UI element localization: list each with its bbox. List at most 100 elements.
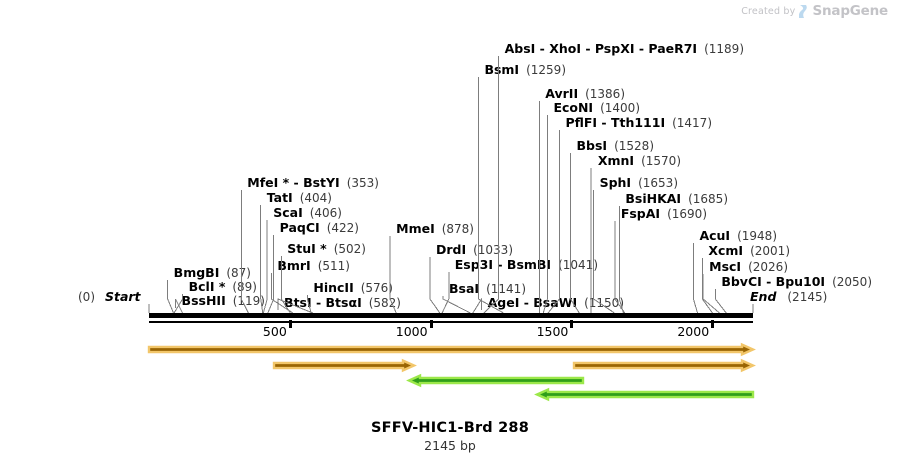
restriction-site-label[interactable]: AgeI - BsaWI (1150) [488, 295, 624, 310]
enzyme-name: XmnI [597, 153, 635, 168]
enzyme-position: (1400) [600, 101, 640, 115]
enzyme-name: BmgBI [173, 265, 220, 280]
enzyme-name: BbsI [576, 138, 608, 153]
enzyme-name: Esp3I - BsmBI [454, 257, 552, 272]
watermark-created-by: Created by [741, 5, 796, 17]
enzyme-position: (1948) [737, 229, 777, 243]
enzyme-name: AcuI [699, 228, 731, 243]
enzyme-name: BsmI [484, 62, 520, 77]
start-position: (0) [78, 290, 95, 304]
enzyme-name: BclI * [188, 279, 226, 294]
sequence-backbone [149, 313, 753, 318]
snapgene-watermark: Created by SnapGene [741, 3, 888, 19]
restriction-site-label[interactable]: BbvCI - Bpu10I (2050) [721, 274, 872, 289]
enzyme-position: (1653) [638, 176, 678, 190]
enzyme-position: (511) [317, 259, 350, 273]
enzyme-position: (1033) [473, 243, 513, 257]
restriction-site-label[interactable]: EcoNI (1400) [553, 100, 640, 115]
feature-arrow[interactable] [572, 358, 756, 373]
restriction-site-label[interactable]: BsaI (1141) [449, 281, 526, 296]
restriction-site-label[interactable]: AvrII (1386) [545, 86, 625, 101]
enzyme-name: FspAI [620, 206, 661, 221]
restriction-site-label[interactable]: MfeI * - BstYI (353) [247, 175, 379, 190]
ruler-tick-label: 2000 [677, 324, 710, 339]
enzyme-name: SphI [599, 175, 632, 190]
restriction-site-label[interactable]: TatI (404) [267, 190, 332, 205]
restriction-site-label[interactable]: PflFI - Tth111I (1417) [565, 115, 712, 130]
ruler-tick [288, 320, 292, 328]
enzyme-position: (2001) [750, 244, 790, 258]
feature-arrow[interactable] [534, 387, 755, 402]
enzyme-name: EcoNI [553, 100, 594, 115]
enzyme-position: (1189) [704, 42, 744, 56]
feature-arrow[interactable] [147, 342, 756, 357]
ruler-tick [570, 320, 574, 328]
start-label: (0) Start [78, 289, 141, 304]
restriction-site-label[interactable]: BbsI (1528) [577, 138, 654, 153]
ruler-tick-label: 1500 [536, 324, 569, 339]
feature-arrow[interactable] [406, 373, 585, 388]
restriction-site-label[interactable]: BclI * (89) [189, 279, 257, 294]
feature-arrow-shape [147, 342, 756, 357]
map-caption: SFFV-HIC1-Brd 288 2145 bp [0, 420, 900, 453]
enzyme-position: (1570) [641, 154, 681, 168]
enzyme-position: (2050) [832, 275, 872, 289]
site-leader-line [429, 257, 441, 314]
enzyme-name: BsaI [449, 281, 480, 296]
restriction-site-label[interactable]: FspAI (1690) [621, 206, 707, 221]
restriction-site-label[interactable]: MscI (2026) [709, 259, 788, 274]
end-label: End (2145) [750, 289, 827, 304]
restriction-site-label[interactable]: Esp3I - BsmBI (1041) [455, 257, 598, 272]
watermark-brand: SnapGene [812, 3, 888, 19]
enzyme-position: (406) [309, 206, 342, 220]
site-leader-line [570, 153, 580, 314]
restriction-site-label[interactable]: BsiHKAI (1685) [625, 191, 728, 206]
restriction-site-label[interactable]: PaqCI (422) [280, 220, 359, 235]
enzyme-position: (422) [326, 221, 359, 235]
end-text: End [750, 289, 777, 304]
enzyme-position: (89) [232, 280, 257, 294]
enzyme-name: ScaI [273, 205, 303, 220]
site-leader-line [714, 289, 727, 314]
restriction-site-label[interactable]: AcuI (1948) [699, 228, 777, 243]
restriction-site-label[interactable]: HincII (576) [313, 280, 393, 295]
restriction-site-label[interactable]: BtsI - BtsαI (582) [284, 295, 401, 310]
site-leader-line [441, 272, 450, 314]
restriction-site-label[interactable]: BsmI (1259) [484, 62, 566, 77]
enzyme-name: StuI * [287, 241, 327, 256]
site-leader-line [542, 115, 548, 314]
ruler-tick-label: 500 [262, 324, 287, 339]
enzyme-position: (1259) [526, 63, 566, 77]
restriction-site-label[interactable]: StuI * (502) [287, 241, 366, 256]
enzyme-position: (576) [360, 281, 393, 295]
enzyme-position: (502) [333, 242, 366, 256]
restriction-site-label[interactable]: XcmI (2001) [708, 243, 790, 258]
enzyme-position: (1690) [667, 207, 707, 221]
map-title: SFFV-HIC1-Brd 288 [370, 420, 529, 436]
restriction-site-label[interactable]: BmrI (511) [277, 258, 350, 273]
restriction-site-label[interactable]: ScaI (406) [273, 205, 342, 220]
enzyme-name: MscI [709, 259, 742, 274]
feature-arrow[interactable] [272, 358, 417, 373]
restriction-site-label[interactable]: AbsI - XhoI - PspXI - PaeR7I (1189) [505, 41, 744, 56]
ruler-tick-label: 1000 [395, 324, 428, 339]
enzyme-position: (1417) [672, 116, 712, 130]
enzyme-position: (1685) [688, 192, 728, 206]
enzyme-position: (2026) [748, 260, 788, 274]
restriction-site-label[interactable]: BssHII (119) [182, 293, 265, 308]
enzyme-name: HincII [313, 280, 354, 295]
enzyme-name: DrdI [435, 242, 467, 257]
ruler-tick [711, 320, 715, 328]
site-leader-line [483, 56, 500, 314]
enzyme-name: BmrI [277, 258, 311, 273]
enzyme-name: MfeI * - BstYI [247, 175, 340, 190]
feature-arrow-shape [534, 387, 755, 402]
restriction-site-label[interactable]: DrdI (1033) [436, 242, 513, 257]
restriction-site-label[interactable]: BmgBI (87) [174, 265, 251, 280]
restriction-site-label[interactable]: MmeI (878) [396, 221, 474, 236]
enzyme-name: BsiHKAI [625, 191, 682, 206]
restriction-site-label[interactable]: XmnI (1570) [598, 153, 681, 168]
site-leader-line [442, 296, 471, 314]
restriction-site-label[interactable]: SphI (1653) [600, 175, 678, 190]
site-leader-line [547, 130, 560, 314]
